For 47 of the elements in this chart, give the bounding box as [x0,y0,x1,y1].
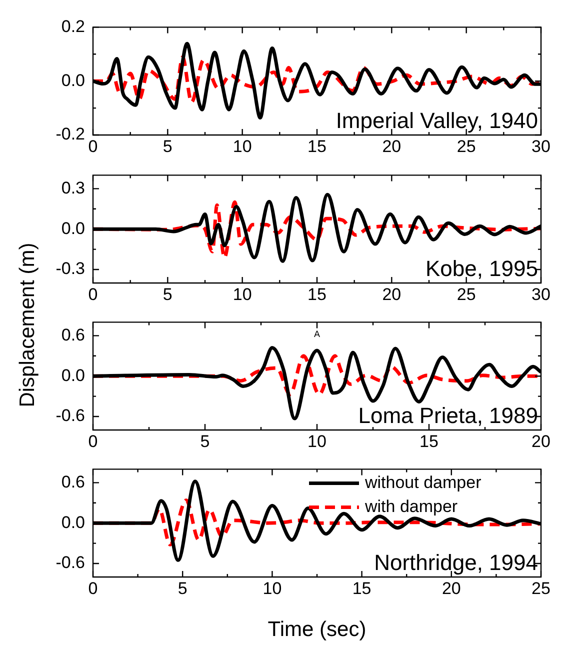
x-tick-label: 25 [456,136,476,156]
line-series [93,55,541,104]
y-tick-label: 0.3 [61,178,85,198]
annotation: Loma Prieta, 1989 [358,403,538,428]
annotation: Kobe, 1995 [425,256,538,282]
annotation: Northridge, 1994 [374,550,538,576]
x-tick-label: 5 [162,136,172,156]
y-tick-label: 0.6 [61,472,85,492]
annotation: A [314,329,320,340]
x-tick-label: 20 [382,136,402,156]
x-tick-label: 15 [308,136,326,156]
x-tick-label: 20 [532,432,550,451]
y-tick-label: -0.2 [56,124,85,144]
y-tick-label: 0.0 [61,218,85,238]
y-tick-label: -0.6 [56,406,85,426]
x-tick-label: 15 [352,578,372,598]
annotation: Imperial Valley, 1940 [336,108,538,134]
legend-label: without damper [364,472,482,492]
legend-label: with damper [364,496,458,516]
x-tick-label: 5 [178,578,188,598]
y-tick-label: 0.0 [61,512,85,532]
x-tick-label: 20 [442,578,461,598]
x-tick-label: 15 [420,432,438,451]
x-tick-label: 10 [232,284,252,304]
y-tick-label: -0.3 [56,259,85,278]
y-axis-title: Displacement (m) [16,242,40,408]
x-tick-label: 25 [532,578,550,598]
y-tick-label: 0.0 [61,70,85,90]
x-tick-label: 0 [88,284,98,304]
x-tick-label: 0 [88,578,98,598]
x-tick-label: 0 [88,136,98,156]
x-tick-label: 15 [308,284,326,304]
y-tick-label: 0.0 [61,366,85,385]
x-tick-label: 30 [532,284,550,304]
y-tick-label: 0.6 [61,325,85,344]
y-tick-label: 0.2 [61,16,85,36]
x-tick-label: 20 [382,284,402,304]
x-tick-label: 10 [262,578,282,598]
x-tick-label: 10 [232,136,252,156]
x-tick-label: 5 [200,432,210,451]
x-tick-label: 5 [162,284,172,304]
x-tick-label: 25 [456,284,476,304]
x-axis-title: Time (sec) [268,618,366,642]
y-tick-label: -0.6 [56,553,85,572]
x-tick-label: 0 [88,432,98,451]
x-tick-label: 10 [308,432,326,451]
x-tick-label: 30 [532,136,550,156]
